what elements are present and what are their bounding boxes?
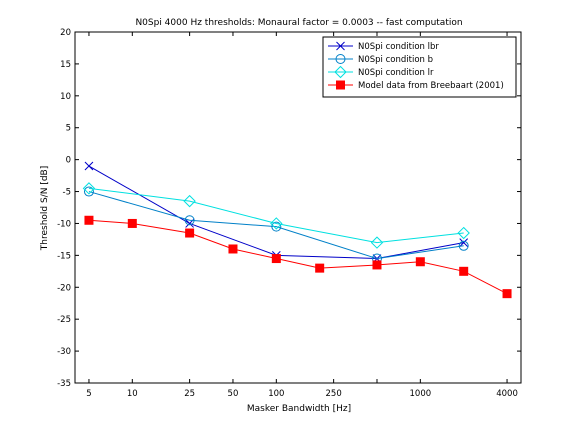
x-tick-label: 4000 — [496, 389, 518, 399]
y-tick-label: -25 — [57, 315, 71, 325]
y-tick-label: -10 — [57, 219, 71, 229]
data-point-square-marker — [336, 80, 345, 90]
data-point-square-marker — [185, 228, 195, 238]
legend-item: N0Spi condition lr — [328, 65, 434, 79]
series-line — [88, 187, 464, 244]
y-axis-label: Threshold S/N [dB] — [40, 166, 50, 251]
data-point-x-marker — [336, 41, 345, 51]
data-point-diamond-marker — [270, 217, 283, 230]
series-line — [88, 219, 508, 295]
data-point-square-marker — [228, 244, 238, 254]
legend-label: Model data from Breebaart (2001) — [358, 81, 504, 91]
x-tick-label: 10 — [127, 389, 138, 399]
data-point-square-marker — [127, 218, 137, 228]
legend-item: N0Spi condition b — [328, 54, 433, 65]
data-point-square-marker — [459, 266, 469, 276]
legend: N0Spi condition lbr N0Spi condition b N0Sp… — [322, 36, 517, 98]
data-point-square-marker — [372, 260, 382, 270]
data-point-diamond-marker — [370, 236, 384, 249]
y-tick-label: -35 — [57, 379, 71, 389]
y-tick-label: -15 — [57, 251, 71, 261]
data-point-circle-marker — [458, 240, 469, 251]
data-point-circle-marker — [184, 215, 195, 226]
y-tick-label: 5 — [66, 124, 71, 134]
x-axis-label: Masker Bandwidth [Hz] — [247, 404, 351, 414]
series-line — [88, 191, 464, 260]
x-tick-label: 5 — [86, 389, 91, 399]
y-tick-label: -20 — [57, 283, 71, 293]
data-point-diamond-marker — [334, 65, 347, 79]
x-tick-label: 25 — [184, 389, 195, 399]
data-point-circle-marker — [83, 186, 94, 197]
y-tick-label: 10 — [60, 92, 71, 102]
legend-label: N0Spi condition lr — [358, 68, 434, 78]
legend-label: N0Spi condition b — [358, 55, 433, 65]
data-point-diamond-marker — [183, 194, 196, 208]
y-tick-label: -30 — [57, 347, 71, 357]
data-point-square-marker — [315, 263, 325, 273]
data-point-circle-marker — [271, 221, 282, 232]
x-tick-label: 100 — [268, 389, 284, 399]
series-3 — [82, 182, 470, 249]
data-point-x-marker — [459, 238, 469, 247]
legend-item: N0Spi condition lbr — [328, 41, 439, 52]
marker-stroke — [84, 161, 94, 171]
data-point-diamond-marker — [457, 226, 470, 240]
data-point-square-marker — [84, 215, 94, 225]
marker-stroke — [459, 238, 469, 247]
y-tick-label: -5 — [63, 188, 71, 198]
legend-label: N0Spi condition lbr — [358, 42, 439, 52]
data-point-diamond-marker — [82, 182, 96, 195]
legend-item: Model data from Breebaart (2001) — [328, 80, 504, 91]
chart-title: N0Spi 4000 Hz thresholds: Monaural facto… — [135, 18, 462, 28]
data-point-circle-marker — [335, 54, 346, 64]
legend-box — [322, 36, 517, 98]
y-tick-label: 0 — [66, 156, 71, 166]
data-point-square-marker — [502, 289, 512, 299]
data-point-square-marker — [271, 254, 281, 264]
data-point-square-marker — [415, 257, 425, 267]
x-tick-label: 250 — [326, 389, 342, 399]
marker-stroke — [336, 41, 345, 51]
y-tick-label: 20 — [60, 28, 71, 38]
series-4 — [84, 215, 512, 299]
x-tick-label: 1000 — [410, 389, 432, 399]
y-tick-label: 15 — [60, 60, 71, 70]
x-tick-label: 50 — [228, 389, 239, 399]
data-point-x-marker — [84, 161, 94, 171]
